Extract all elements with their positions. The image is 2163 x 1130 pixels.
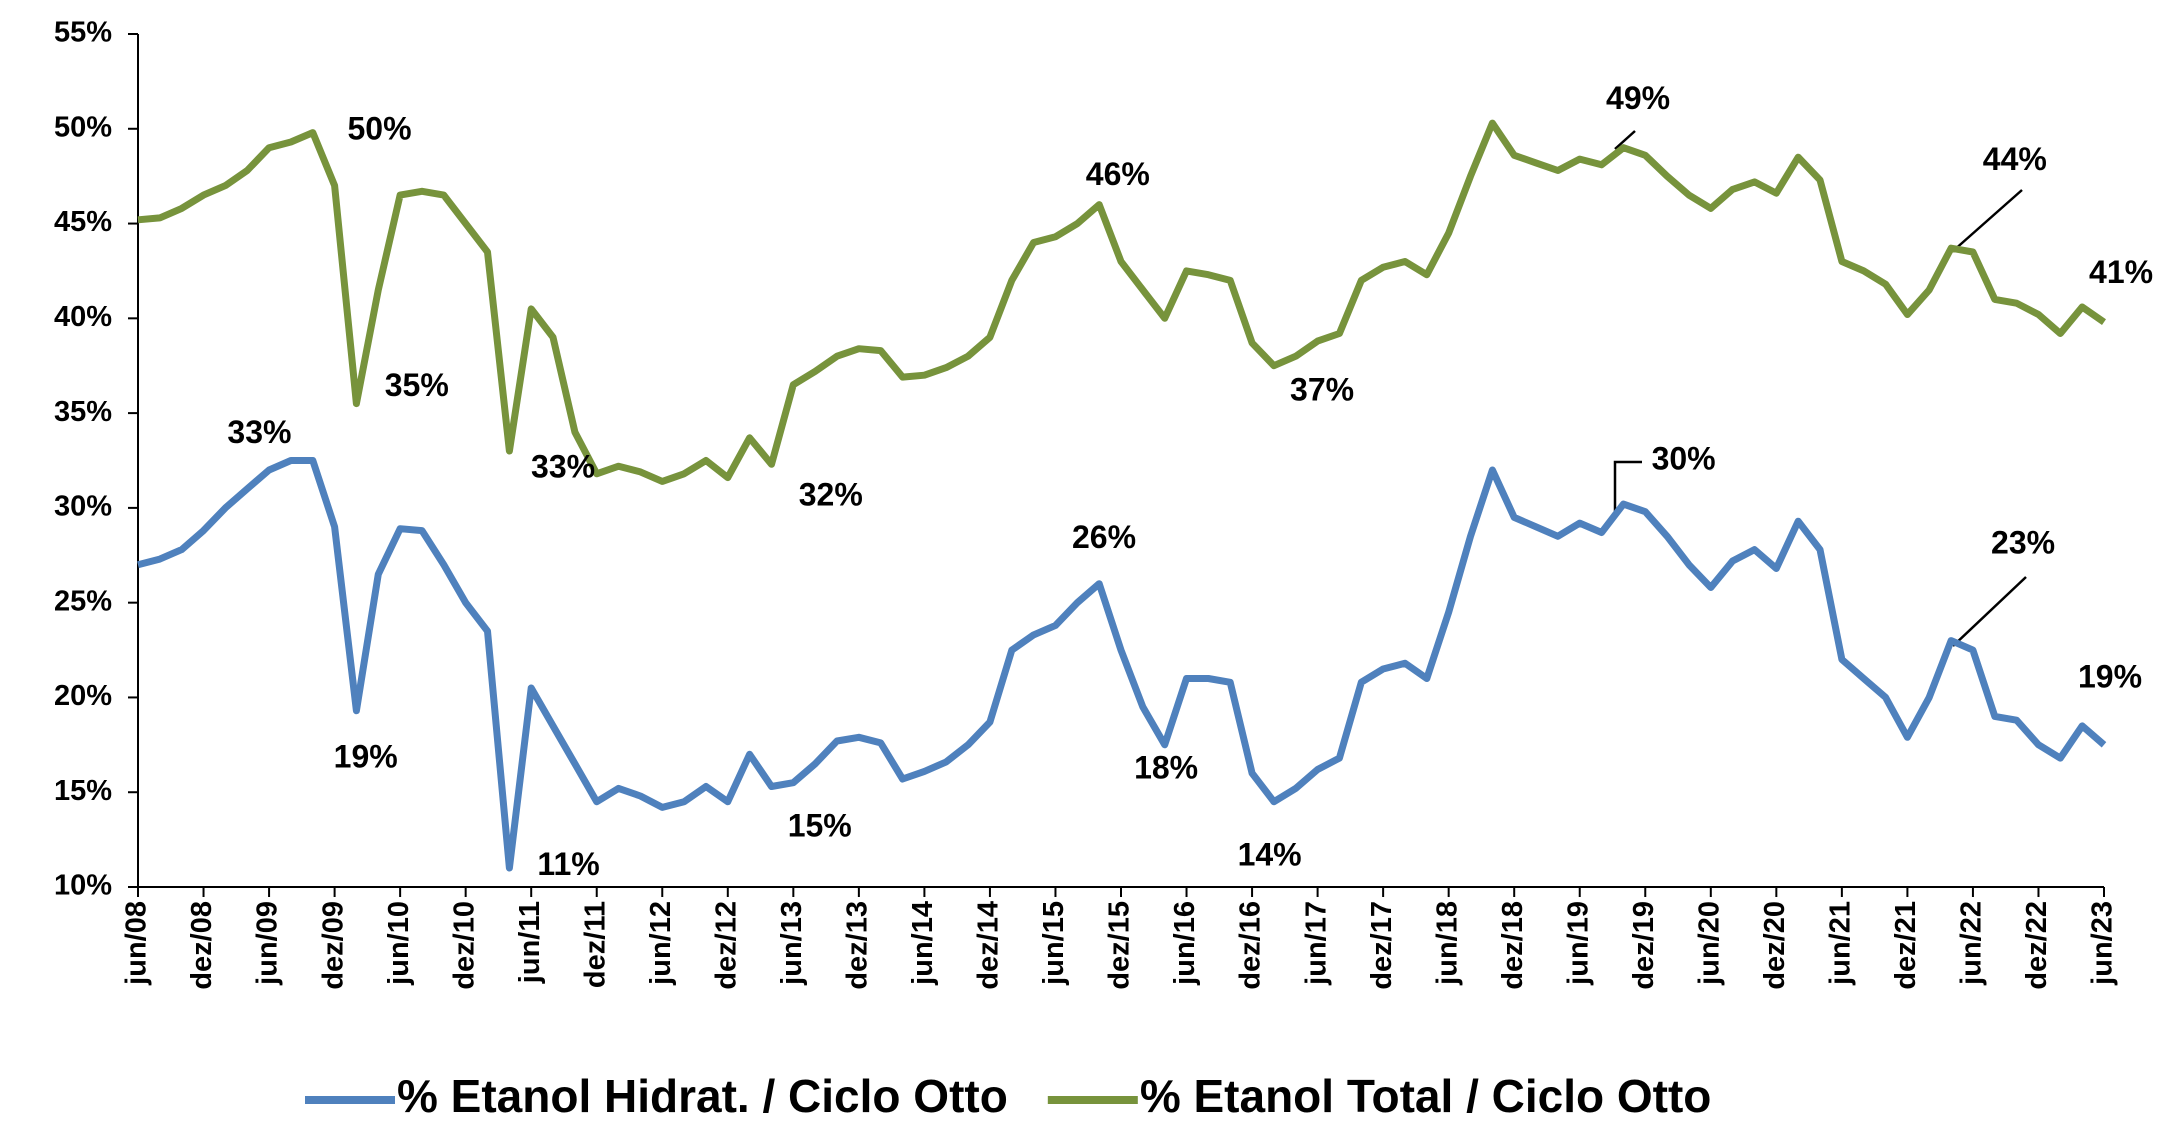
y-tick-label: 40% bbox=[54, 301, 112, 333]
x-tick-label: jun/21 bbox=[1825, 901, 1857, 986]
leader-line bbox=[1952, 576, 2027, 647]
y-tick-label: 15% bbox=[54, 775, 112, 807]
leader-line bbox=[1613, 460, 1642, 511]
annotation: 30% bbox=[1652, 440, 1716, 476]
annotation: 49% bbox=[1606, 80, 1670, 116]
annotation: 15% bbox=[788, 807, 852, 843]
leader-line bbox=[1614, 130, 1636, 150]
x-tick-label: jun/12 bbox=[645, 901, 677, 986]
annotation: 26% bbox=[1072, 519, 1136, 555]
x-tick-label: dez/21 bbox=[1890, 901, 1922, 990]
x-tick-label: dez/11 bbox=[579, 901, 611, 988]
x-tick-label: dez/13 bbox=[842, 901, 874, 990]
annotation: 46% bbox=[1086, 156, 1150, 192]
x-tick-label: jun/13 bbox=[776, 901, 808, 986]
y-tick-label: 50% bbox=[54, 111, 112, 143]
annotation: 33% bbox=[531, 449, 595, 485]
x-tick-label: jun/09 bbox=[252, 901, 284, 986]
x-tick-label: jun/22 bbox=[1956, 901, 1988, 986]
x-tick-label: dez/08 bbox=[186, 901, 218, 990]
x-tick-label: jun/15 bbox=[1038, 901, 1070, 986]
x-tick-label: dez/22 bbox=[2021, 901, 2053, 990]
x-tick-label: dez/16 bbox=[1235, 901, 1267, 990]
series-line bbox=[137, 457, 2107, 872]
x-tick-label: jun/23 bbox=[2087, 901, 2119, 986]
y-tick-label: 25% bbox=[54, 585, 112, 617]
y-tick-label: 10% bbox=[54, 870, 112, 902]
x-tick-label: dez/18 bbox=[1497, 901, 1529, 990]
x-tick-label: jun/17 bbox=[1300, 901, 1332, 986]
x-tick-label: dez/19 bbox=[1628, 901, 1660, 990]
annotation: 19% bbox=[2078, 658, 2142, 694]
x-tick-label: jun/19 bbox=[1562, 901, 1594, 986]
series-line bbox=[137, 119, 2106, 485]
y-tick-label: 30% bbox=[54, 491, 112, 523]
annotation: 19% bbox=[334, 738, 398, 774]
annotation: 37% bbox=[1290, 371, 1354, 407]
annotation: 11% bbox=[537, 846, 599, 882]
y-tick-label: 55% bbox=[54, 17, 112, 49]
leader-line bbox=[1952, 189, 2023, 252]
x-tick-label: dez/09 bbox=[317, 901, 349, 990]
annotation: 14% bbox=[1238, 836, 1302, 872]
x-tick-label: jun/20 bbox=[1693, 901, 1725, 986]
x-tick-label: dez/15 bbox=[1104, 901, 1136, 990]
annotation: 33% bbox=[227, 414, 291, 450]
x-tick-label: jun/14 bbox=[907, 901, 939, 986]
annotation: 18% bbox=[1134, 749, 1198, 785]
x-tick-label: jun/16 bbox=[1169, 901, 1201, 986]
x-tick-label: dez/20 bbox=[1759, 901, 1791, 990]
x-tick-label: dez/17 bbox=[1366, 901, 1398, 990]
x-tick-label: dez/10 bbox=[448, 901, 480, 990]
y-tick-label: 45% bbox=[54, 206, 112, 238]
x-tick-label: jun/10 bbox=[383, 901, 415, 986]
x-tick-label: jun/11 bbox=[514, 901, 546, 984]
x-tick-label: dez/12 bbox=[710, 901, 742, 990]
annotation: 44% bbox=[1983, 141, 2047, 177]
y-tick-label: 20% bbox=[54, 680, 112, 712]
legend-label: % Etanol Total / Ciclo Otto bbox=[1140, 1070, 1712, 1122]
legend-label: % Etanol Hidrat. / Ciclo Otto bbox=[397, 1070, 1008, 1122]
leader-lines bbox=[1613, 130, 2027, 647]
annotation: 50% bbox=[347, 111, 411, 147]
annotation: 32% bbox=[799, 476, 863, 512]
x-tick-label: jun/18 bbox=[1431, 901, 1463, 986]
y-tick-label: 35% bbox=[54, 396, 112, 428]
annotation: 35% bbox=[385, 367, 449, 403]
annotation: 41% bbox=[2089, 254, 2153, 290]
x-tick-label: dez/14 bbox=[973, 901, 1005, 990]
annotation: 23% bbox=[1991, 525, 2055, 561]
x-tick-label: jun/08 bbox=[121, 901, 153, 986]
